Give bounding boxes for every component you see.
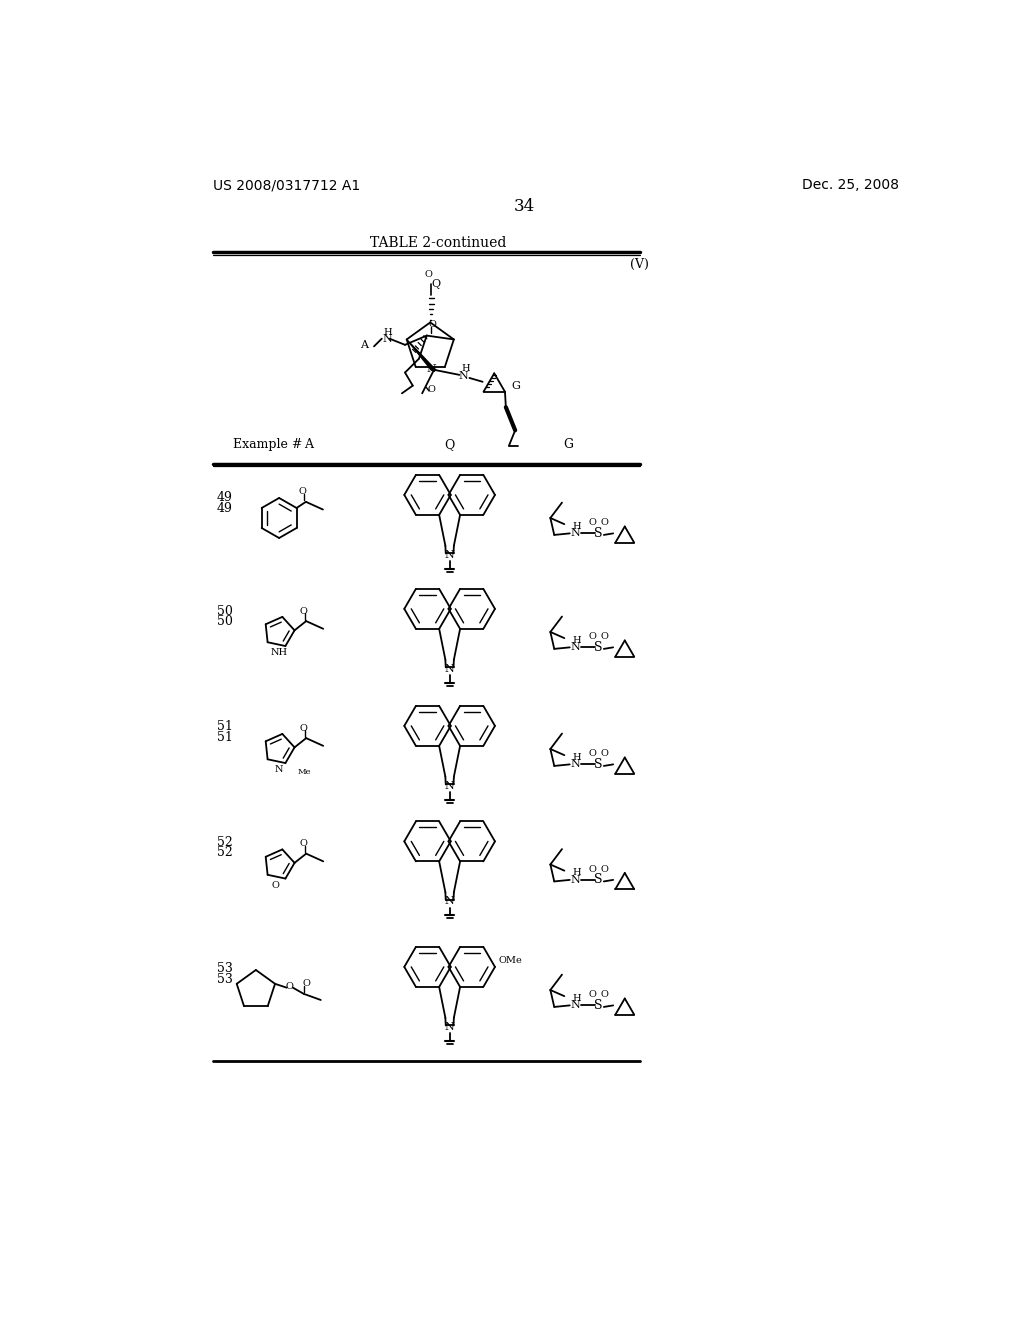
Text: O: O — [588, 519, 596, 527]
Text: O: O — [601, 519, 608, 527]
Text: H: H — [572, 869, 581, 878]
Text: (V): (V) — [630, 259, 649, 271]
Text: 52: 52 — [217, 846, 232, 859]
Text: A: A — [360, 339, 368, 350]
Text: O: O — [428, 385, 435, 393]
Text: O: O — [302, 979, 310, 989]
Text: O: O — [588, 990, 596, 999]
Text: 49: 49 — [217, 491, 232, 504]
Text: O: O — [299, 723, 307, 733]
Text: N: N — [459, 371, 468, 381]
Text: O: O — [588, 865, 596, 874]
Text: 49: 49 — [217, 502, 232, 515]
Text: US 2008/0317712 A1: US 2008/0317712 A1 — [213, 178, 360, 193]
Text: N: N — [427, 363, 436, 374]
Text: O: O — [601, 865, 608, 874]
Text: N: N — [444, 781, 455, 791]
Text: H: H — [572, 994, 581, 1003]
Text: N: N — [570, 528, 580, 539]
Text: O: O — [286, 982, 294, 990]
Text: G: G — [512, 380, 520, 391]
Polygon shape — [407, 339, 436, 370]
Text: 53: 53 — [217, 973, 232, 986]
Text: H: H — [572, 521, 581, 531]
Text: O: O — [601, 750, 608, 758]
Text: Dec. 25, 2008: Dec. 25, 2008 — [802, 178, 899, 193]
Text: N: N — [570, 875, 580, 884]
Text: G: G — [563, 438, 573, 451]
Text: O: O — [299, 487, 307, 496]
Text: N: N — [444, 896, 455, 907]
Text: O: O — [429, 321, 437, 329]
Text: 52: 52 — [217, 836, 232, 849]
Text: 51: 51 — [217, 721, 232, 733]
Text: O: O — [601, 632, 608, 642]
Text: O: O — [588, 750, 596, 758]
Text: O: O — [299, 607, 307, 615]
Text: A: A — [304, 438, 313, 451]
Text: O: O — [299, 840, 307, 849]
Text: S: S — [594, 758, 603, 771]
Text: 50: 50 — [217, 615, 232, 628]
Text: N: N — [570, 1001, 580, 1010]
Text: Q: Q — [444, 438, 455, 451]
Text: TABLE 2-continued: TABLE 2-continued — [370, 236, 506, 249]
Text: S: S — [594, 640, 603, 653]
Text: N: N — [382, 334, 392, 343]
Text: 51: 51 — [217, 731, 232, 744]
Text: N: N — [274, 764, 283, 774]
Text: H: H — [384, 327, 392, 337]
Text: O: O — [588, 632, 596, 642]
Text: N: N — [570, 759, 580, 770]
Text: OMe: OMe — [499, 956, 522, 965]
Text: N: N — [444, 550, 455, 560]
Text: Example #: Example # — [232, 438, 302, 451]
Text: N: N — [444, 664, 455, 675]
Text: O: O — [601, 990, 608, 999]
Text: S: S — [594, 874, 603, 887]
Text: N: N — [570, 643, 580, 652]
Text: H: H — [572, 636, 581, 645]
Text: H: H — [461, 364, 470, 374]
Text: NH: NH — [270, 648, 288, 656]
Text: 53: 53 — [217, 962, 232, 975]
Text: S: S — [594, 527, 603, 540]
Text: S: S — [594, 999, 603, 1012]
Text: 50: 50 — [217, 605, 232, 618]
Text: Me: Me — [298, 768, 311, 776]
Text: Q: Q — [431, 279, 440, 289]
Text: H: H — [572, 752, 581, 762]
Text: 34: 34 — [514, 198, 536, 215]
Text: N: N — [444, 1022, 455, 1032]
Text: O: O — [425, 271, 432, 279]
Text: O: O — [271, 880, 279, 890]
